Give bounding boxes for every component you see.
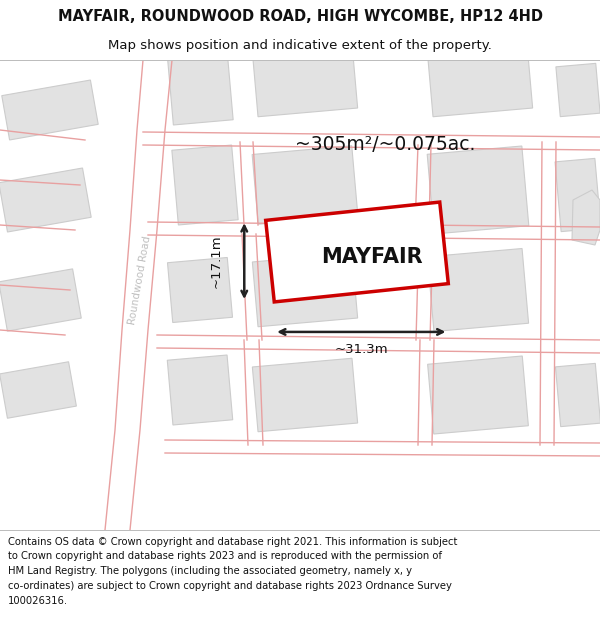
- Polygon shape: [556, 63, 600, 117]
- Polygon shape: [556, 363, 600, 427]
- Polygon shape: [2, 80, 98, 140]
- Polygon shape: [0, 362, 76, 418]
- Polygon shape: [266, 202, 448, 302]
- Text: Roundwood Road: Roundwood Road: [127, 235, 153, 325]
- Polygon shape: [428, 356, 529, 434]
- Text: to Crown copyright and database rights 2023 and is reproduced with the permissio: to Crown copyright and database rights 2…: [8, 551, 442, 561]
- Polygon shape: [253, 358, 358, 432]
- Polygon shape: [172, 145, 238, 225]
- Polygon shape: [253, 43, 358, 117]
- Polygon shape: [427, 43, 533, 117]
- Polygon shape: [252, 146, 358, 224]
- Polygon shape: [0, 269, 81, 331]
- Text: ~31.3m: ~31.3m: [334, 343, 388, 356]
- Polygon shape: [253, 253, 358, 327]
- Polygon shape: [427, 146, 529, 234]
- Text: MAYFAIR, ROUNDWOOD ROAD, HIGH WYCOMBE, HP12 4HD: MAYFAIR, ROUNDWOOD ROAD, HIGH WYCOMBE, H…: [58, 9, 542, 24]
- Text: Contains OS data © Crown copyright and database right 2021. This information is : Contains OS data © Crown copyright and d…: [8, 537, 457, 547]
- Text: MAYFAIR: MAYFAIR: [321, 247, 423, 267]
- Text: HM Land Registry. The polygons (including the associated geometry, namely x, y: HM Land Registry. The polygons (includin…: [8, 566, 412, 576]
- Polygon shape: [167, 45, 233, 125]
- Polygon shape: [0, 168, 91, 232]
- Polygon shape: [555, 158, 600, 232]
- Polygon shape: [572, 190, 600, 245]
- Text: Map shows position and indicative extent of the property.: Map shows position and indicative extent…: [108, 39, 492, 51]
- Text: 100026316.: 100026316.: [8, 596, 68, 606]
- Text: ~17.1m: ~17.1m: [210, 234, 223, 288]
- Text: co-ordinates) are subject to Crown copyright and database rights 2023 Ordnance S: co-ordinates) are subject to Crown copyr…: [8, 581, 452, 591]
- Polygon shape: [167, 258, 233, 322]
- Polygon shape: [167, 355, 233, 425]
- Polygon shape: [427, 249, 529, 331]
- Text: ~305m²/~0.075ac.: ~305m²/~0.075ac.: [295, 134, 475, 154]
